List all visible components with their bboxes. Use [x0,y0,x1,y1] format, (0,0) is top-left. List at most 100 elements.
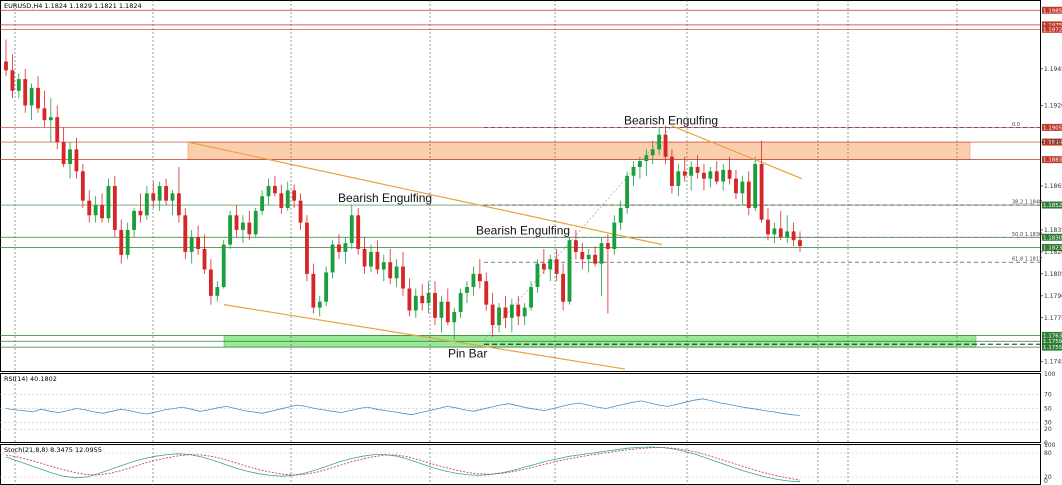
stoch-panel-border [0,444,1041,485]
level-tag-label: 1.1755 [1043,345,1062,351]
candle-body [407,288,412,311]
candle-body [305,222,309,274]
candle-body [29,87,34,106]
fib-label: 0.0 [1012,122,1020,128]
candle-body [529,287,533,308]
candle-body [567,240,572,302]
fib-label: 38.2 1.1848 [1012,200,1042,206]
candle-body [234,215,239,230]
candle-body [657,134,662,150]
candle-body [330,244,335,273]
level-tag-label: 1.1759 [1043,339,1062,345]
candle-body [311,273,316,308]
candle-body [48,117,53,121]
candle-body [317,301,322,308]
level-tag-label: 1.1852 [1043,203,1062,209]
candle-body [766,219,770,235]
candle-body [759,164,764,220]
stoch-signal-line [5,446,801,481]
level-tag [1042,337,1062,345]
level-tag [1042,343,1062,351]
candle-body [670,156,674,186]
stoch-tick-label: 80 [1044,450,1052,457]
candle-body [452,311,457,323]
rsi-line [5,398,801,416]
candle-body [477,273,482,282]
candle-body [292,190,297,201]
level-tag-label: 1.1763 [1043,333,1062,339]
candle-body [497,307,501,326]
price-tick-label: 1.1805 [1044,271,1062,278]
candle-body [61,142,66,165]
candle-body [509,304,514,318]
candle-body [183,215,188,252]
candle-body [625,175,630,208]
level-tag-label: 1.1905 [1043,125,1062,131]
price-tick-label: 1.1895 [1044,139,1062,146]
candle-body [10,70,15,91]
candle-body [381,262,386,270]
candle-body [87,200,92,216]
candle-body [74,149,79,172]
level-tag [1042,25,1062,33]
candle-body [68,149,72,165]
candle-body [708,171,713,179]
candle-body [247,222,252,235]
candle-body [420,295,425,304]
candle-body [714,171,719,182]
candle-body [202,248,207,270]
price-panel: 0.0 38.2 1.1848 50.0 1.1830 61.8 1.1812 Bea… [0,0,1042,372]
candle-body [279,193,284,208]
rsi-panel-border [0,373,1041,443]
candle-body [445,301,450,323]
candle-body [106,186,111,219]
candle-body [516,304,521,317]
price-tick-label: 1.1790 [1044,293,1062,300]
candle-body [599,243,604,264]
stoch-label: Stoch(21,8,8) 8.3475 12.0955 [4,446,102,454]
price-tick-label: 1.1820 [1044,249,1062,256]
candle-body [356,215,361,249]
level-tag [1042,244,1062,252]
candle-body [413,295,418,311]
level-tag [1042,156,1062,164]
candle-body [753,164,758,208]
candle-body [663,134,668,157]
candle-body [631,166,636,176]
candle-body [285,190,290,208]
candle-body [535,263,540,288]
candle-body [554,259,559,274]
fib-label: 50.0 1.1830 [1012,232,1042,238]
level-tag [1042,138,1062,146]
level-tag-label: 1.1830 [1043,235,1062,241]
candle-body [734,178,738,194]
candle-body [388,262,393,279]
candle-body [791,231,796,241]
candle-body [42,108,47,121]
stoch-tick-label: 0 [1044,478,1048,485]
candle-body [208,269,213,296]
candlesticks [4,39,802,340]
candle-body [125,229,130,255]
candle-body [522,307,527,317]
candle-body [394,266,399,279]
level-tag [1042,6,1062,14]
candle-body [55,117,60,143]
candle-body [337,244,341,252]
price-tick-label: 1.1945 [1044,66,1062,73]
candle-body [471,273,476,288]
stoch-tick-label: 100 [1044,442,1056,449]
candle-body [580,251,585,260]
candle-body [375,251,380,270]
rsi-tick-label: 0 [1044,440,1048,447]
candle-body [650,149,655,156]
candle-body [369,251,373,267]
descending-channel-bottom [223,304,626,370]
candle-body [573,240,578,252]
candle-body [746,181,751,208]
